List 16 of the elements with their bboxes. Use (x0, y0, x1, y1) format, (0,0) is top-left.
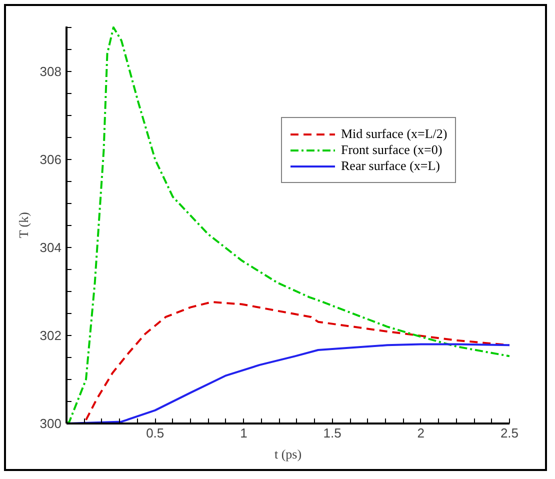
x-tick-label: 1 (240, 426, 248, 440)
legend-label: Mid surface (x=L/2) (341, 126, 448, 142)
y-tick-label: 300 (40, 416, 62, 431)
x-tick-label: 1.5 (323, 426, 342, 440)
x-tick-label: 0.5 (146, 426, 164, 440)
x-axis-title: t (ps) (274, 446, 302, 462)
legend-label: Rear surface (x=L) (341, 158, 440, 174)
y-tick-label: 306 (40, 152, 62, 167)
y-tick-label: 304 (40, 240, 62, 255)
x-tick-label: 2.5 (500, 426, 519, 440)
line-series (66, 26, 510, 424)
y-tick-label: 308 (40, 64, 62, 79)
y-axis-title: T (k) (16, 212, 31, 238)
x-tick-label: 2 (417, 426, 425, 440)
legend-label: Front surface (x=0) (341, 142, 442, 158)
y-tick-label: 302 (40, 328, 62, 343)
